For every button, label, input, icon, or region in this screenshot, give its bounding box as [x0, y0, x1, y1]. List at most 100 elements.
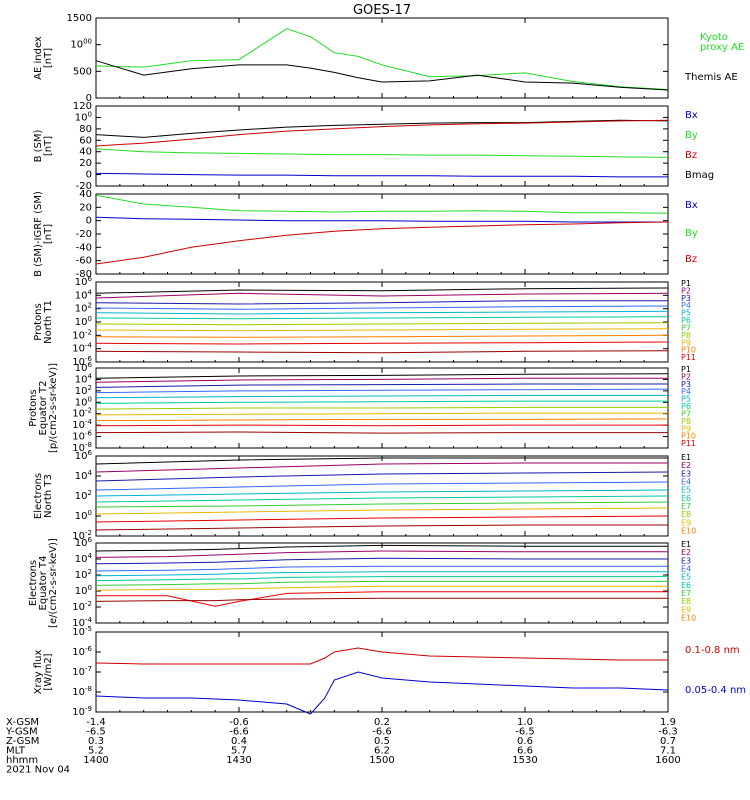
- y-axis-label: AE index[nT]: [33, 36, 54, 80]
- ephemeris-value: 5.2: [88, 746, 104, 757]
- series-line-p1: [95, 373, 669, 379]
- legend-entry: E8: [681, 597, 691, 606]
- ephemeris-date: 2021 Nov 04: [6, 765, 70, 776]
- legend-entry: P6: [681, 402, 691, 411]
- legend-entry: E1: [681, 453, 691, 462]
- series-line-p10: [95, 424, 668, 427]
- y-tick-label: 102: [75, 568, 92, 581]
- series-line-p2: [95, 377, 668, 383]
- y-tick-label: -40: [76, 242, 92, 253]
- ephemeris-row-label: Y-GSM: [5, 727, 38, 738]
- series-line-bz: [95, 221, 669, 265]
- legend-entry: P9: [681, 338, 691, 347]
- legend-entry: Bz: [685, 254, 697, 265]
- ephemeris-value: -6.6: [229, 727, 249, 738]
- legend-entry: P2: [681, 372, 691, 381]
- series-line-e1: [95, 544, 668, 552]
- y-tick-label: 100: [75, 584, 92, 597]
- panel-frame: [95, 193, 669, 275]
- y-tick-label: 104: [75, 552, 93, 565]
- legend-entry: P3: [681, 380, 691, 389]
- legend-entry: P2: [681, 286, 691, 295]
- legend-entry: 0.1-0.8 nm: [685, 645, 740, 656]
- y-tick-label: 10-4: [72, 342, 92, 355]
- series-line-bz: [95, 119, 669, 147]
- legend-entry: P3: [681, 294, 691, 303]
- y-tick-label: -20: [76, 229, 92, 240]
- legend-entry: P5: [681, 309, 691, 318]
- ephemeris-value: 1530: [512, 755, 537, 766]
- legend-entry: P4: [681, 301, 691, 310]
- ephemeris-value: 1500: [369, 755, 394, 766]
- y-tick-label: 0: [86, 170, 92, 181]
- series-line-e7: [95, 580, 668, 586]
- series-line-e3: [95, 557, 668, 565]
- legend-entry: E2: [681, 461, 691, 470]
- y-tick-label: 60: [79, 135, 92, 146]
- y-tick-label: 500: [73, 66, 92, 77]
- legend-entry: P11: [681, 353, 696, 362]
- ephemeris-value: -6.5: [515, 727, 535, 738]
- legend-entry: E1: [681, 540, 691, 549]
- y-tick-label: 104: [75, 288, 93, 301]
- y-tick-label: -60: [76, 256, 92, 267]
- series-line-bmag: [95, 119, 669, 138]
- series-line-p9: [95, 334, 669, 338]
- ephemeris-value: 1430: [226, 755, 251, 766]
- ephemeris-row-label: Z-GSM: [6, 736, 39, 747]
- series-line-p9: [95, 418, 669, 422]
- legend-entry: P9: [681, 424, 691, 433]
- series-line-p7: [95, 406, 668, 410]
- legend-entry: E4: [681, 477, 691, 486]
- y-axis-label: B (SM)[nT]: [33, 129, 54, 162]
- series-line-p8: [95, 328, 669, 332]
- ephemeris-table: X-GSM -1.4 -0.6 0.2 1.0 1.9 Y-GSM -6.5 -6.6 -6.6 -…: [5, 717, 681, 776]
- y-tick-label: 120: [73, 101, 92, 112]
- legend-entry: E9: [681, 605, 691, 614]
- y-tick-label: 0: [86, 216, 92, 227]
- y-tick-label: -20: [76, 181, 92, 192]
- legend-entry: P8: [681, 417, 691, 426]
- series-line-p3: [95, 383, 668, 388]
- series-line-e5: [95, 571, 668, 577]
- y-tick-label: 106: [75, 536, 93, 549]
- ephemeris-value: -6.3: [658, 727, 678, 738]
- series-line-e2: [95, 462, 668, 473]
- ephemeris-value: 7.1: [660, 746, 676, 757]
- series-line-e10: [95, 597, 668, 602]
- legend-entry: E6: [681, 494, 691, 503]
- legend-entry: E3: [681, 556, 691, 565]
- y-tick-label: 80: [79, 124, 92, 135]
- series-line-kyoto-proxy-ae: [95, 28, 669, 90]
- series-line-e4: [95, 481, 669, 491]
- panel-frame: [95, 631, 669, 713]
- y-tick-label: 10-6: [72, 645, 92, 658]
- legend-entry: Bz: [685, 150, 697, 161]
- legend-entry: E7: [681, 502, 691, 511]
- series-line-p6: [95, 316, 669, 320]
- series-line-e3: [95, 471, 669, 482]
- legend-entry: P5: [681, 395, 691, 404]
- series-line-0-1-0-8-nm: [95, 647, 668, 665]
- legend-entry: Themis AE: [684, 72, 738, 83]
- ephemeris-row-label: X-GSM: [6, 717, 39, 728]
- series-line-e4: [95, 565, 668, 572]
- series-line-p8: [95, 412, 668, 416]
- ephemeris-row-label: MLT: [6, 746, 26, 757]
- ephemeris-value: 6.2: [374, 746, 390, 757]
- legend-entry: E8: [681, 510, 691, 519]
- ephemeris-value: 1.0: [517, 717, 533, 728]
- plot-title: GOES-17: [353, 3, 411, 18]
- panel-bdiff: -80 -60 -40 -20 0 20 40 B (SM)-IGRF (SM)[nT] Bx B…: [33, 189, 698, 280]
- series-line-p11: [95, 350, 669, 354]
- series-line-p7: [95, 322, 669, 326]
- y-tick-label: 40: [79, 147, 92, 158]
- series-line-bx: [95, 216, 668, 223]
- legend-entry: By: [685, 228, 698, 239]
